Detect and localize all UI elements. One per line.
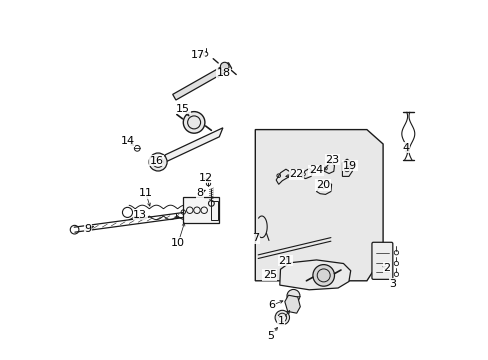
Text: 15: 15 bbox=[176, 104, 190, 114]
Text: 25: 25 bbox=[262, 270, 276, 280]
Text: 18: 18 bbox=[216, 68, 230, 78]
Circle shape bbox=[183, 112, 204, 133]
Polygon shape bbox=[279, 260, 350, 290]
Text: 5: 5 bbox=[267, 330, 274, 341]
Polygon shape bbox=[284, 295, 300, 313]
Text: 19: 19 bbox=[342, 161, 356, 171]
Text: 3: 3 bbox=[388, 279, 395, 289]
Text: 8: 8 bbox=[196, 188, 203, 198]
Bar bbox=[211, 201, 218, 220]
Circle shape bbox=[312, 265, 334, 286]
Text: 10: 10 bbox=[171, 238, 185, 248]
Text: 6: 6 bbox=[268, 300, 275, 310]
Text: 13: 13 bbox=[133, 210, 147, 220]
Circle shape bbox=[220, 62, 228, 71]
Text: 23: 23 bbox=[325, 155, 339, 165]
Text: 11: 11 bbox=[139, 188, 153, 198]
Polygon shape bbox=[255, 130, 382, 281]
FancyBboxPatch shape bbox=[371, 242, 392, 279]
Text: 24: 24 bbox=[308, 165, 323, 175]
Text: 17: 17 bbox=[190, 50, 204, 60]
Polygon shape bbox=[162, 128, 223, 164]
Circle shape bbox=[275, 310, 289, 325]
Polygon shape bbox=[172, 63, 231, 100]
Text: 9: 9 bbox=[84, 224, 92, 234]
Circle shape bbox=[286, 289, 299, 302]
Text: 14: 14 bbox=[121, 136, 135, 146]
Text: 2: 2 bbox=[383, 263, 389, 273]
Text: 4: 4 bbox=[402, 143, 408, 153]
Text: 12: 12 bbox=[198, 173, 212, 183]
Text: 7: 7 bbox=[252, 233, 259, 243]
Text: 20: 20 bbox=[315, 180, 329, 190]
Text: 22: 22 bbox=[288, 169, 303, 179]
Bar bbox=[183, 197, 219, 223]
Circle shape bbox=[149, 153, 167, 171]
Text: 16: 16 bbox=[149, 156, 163, 166]
Text: 21: 21 bbox=[278, 256, 292, 266]
Text: 1: 1 bbox=[277, 316, 284, 327]
